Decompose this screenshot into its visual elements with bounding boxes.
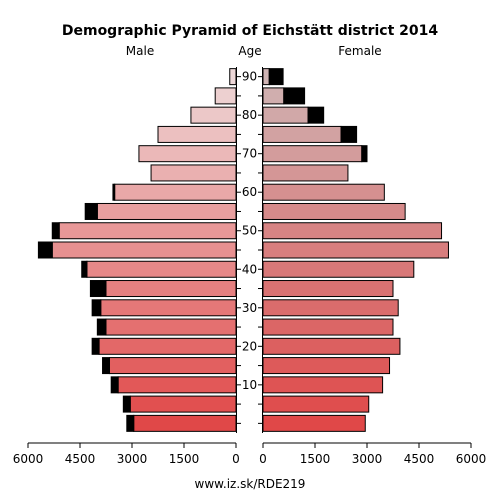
male-bar-55-59 [96, 202, 237, 220]
male-excess-40-44 [81, 260, 88, 278]
age-tick-label: 60 [242, 185, 257, 199]
male-label: Male [126, 44, 154, 58]
female-x-tick-label: 3000 [352, 452, 383, 466]
male-bar-65-69 [150, 164, 237, 182]
male-excess-55-59 [84, 202, 98, 220]
female-excess-90+ [268, 68, 284, 86]
age-tick-label: 70 [242, 147, 257, 161]
male-bar-80-84 [190, 106, 237, 124]
male-bar-60-64 [114, 183, 237, 201]
female-bar-60-64 [262, 183, 385, 201]
male-x-tick-label: 6000 [13, 452, 44, 466]
age-tick-label: 10 [242, 378, 257, 392]
male-bar-5-9 [129, 395, 237, 413]
male-excess-30-34 [91, 299, 102, 317]
female-bar-85-89 [262, 87, 285, 105]
female-bar-65-69 [262, 164, 349, 182]
female-x-tick-label: 1500 [300, 452, 331, 466]
female-bar-55-59 [262, 202, 406, 220]
male-bar-45-49 [51, 241, 237, 259]
male-bar-90+ [229, 68, 237, 86]
female-x-tick-label: 0 [259, 452, 267, 466]
female-bar-75-79 [262, 125, 342, 143]
female-excess-85-89 [283, 87, 306, 105]
female-excess-80-84 [307, 106, 325, 124]
male-bar-75-79 [157, 125, 237, 143]
female-bar-30-34 [262, 299, 399, 317]
female-label: Female [338, 44, 381, 58]
male-bar-85-89 [214, 87, 237, 105]
female-bar-5-9 [262, 395, 370, 413]
female-bar-20-24 [262, 337, 401, 355]
male-bar-30-34 [100, 299, 237, 317]
male-bar-20-24 [98, 337, 237, 355]
male-bar-70-74 [138, 145, 237, 163]
female-bar-50-54 [262, 222, 443, 240]
male-bar-50-54 [58, 222, 237, 240]
male-bar-0-4 [133, 414, 237, 432]
female-bar-70-74 [262, 145, 363, 163]
male-excess-35-39 [89, 280, 107, 298]
female-bar-10-14 [262, 376, 384, 394]
male-bar-15-19 [108, 357, 237, 375]
male-excess-25-29 [96, 318, 107, 336]
male-bars [37, 68, 237, 432]
female-bar-90+ [262, 68, 270, 86]
male-x-tick-label: 3000 [117, 452, 148, 466]
age-tick-label: 20 [242, 339, 257, 353]
age-label: Age [238, 44, 261, 58]
male-bar-40-44 [86, 260, 237, 278]
female-x-tick-label: 6000 [456, 452, 487, 466]
female-bar-0-4 [262, 414, 366, 432]
female-bar-35-39 [262, 280, 394, 298]
male-x-tick-label: 1500 [169, 452, 200, 466]
male-excess-60-64 [112, 183, 116, 201]
male-bar-35-39 [105, 280, 237, 298]
female-bars [262, 68, 449, 432]
male-excess-50-54 [51, 222, 60, 240]
footer-url: www.iz.sk/RDE219 [195, 477, 306, 491]
male-excess-0-4 [126, 414, 135, 432]
age-tick-label: 30 [242, 301, 257, 315]
male-bar-10-14 [117, 376, 237, 394]
female-excess-75-79 [340, 125, 358, 143]
male-excess-45-49 [37, 241, 53, 259]
female-bar-25-29 [262, 318, 394, 336]
age-tick-label: 80 [242, 108, 257, 122]
male-excess-20-24 [91, 337, 100, 355]
female-x-tick-label: 4500 [404, 452, 435, 466]
age-tick-label: 40 [242, 262, 257, 276]
male-bar-25-29 [105, 318, 237, 336]
age-tick-label: 50 [242, 224, 257, 238]
male-excess-15-19 [102, 357, 110, 375]
female-excess-70-74 [361, 145, 368, 163]
male-x-tick-label: 4500 [65, 452, 96, 466]
male-excess-10-14 [110, 376, 119, 394]
female-bar-45-49 [262, 241, 449, 259]
male-excess-5-9 [122, 395, 131, 413]
female-bar-40-44 [262, 260, 415, 278]
female-bar-15-19 [262, 357, 391, 375]
age-tick-label: 90 [242, 70, 257, 84]
female-bar-80-84 [262, 106, 309, 124]
chart-title: Demographic Pyramid of Eichstätt distric… [62, 23, 439, 39]
male-x-tick-label: 0 [232, 452, 240, 466]
axes: 10 20 30 40 50 60 70 80 90 6000 0 4500 1500 3000 3000 1… [13, 67, 487, 466]
